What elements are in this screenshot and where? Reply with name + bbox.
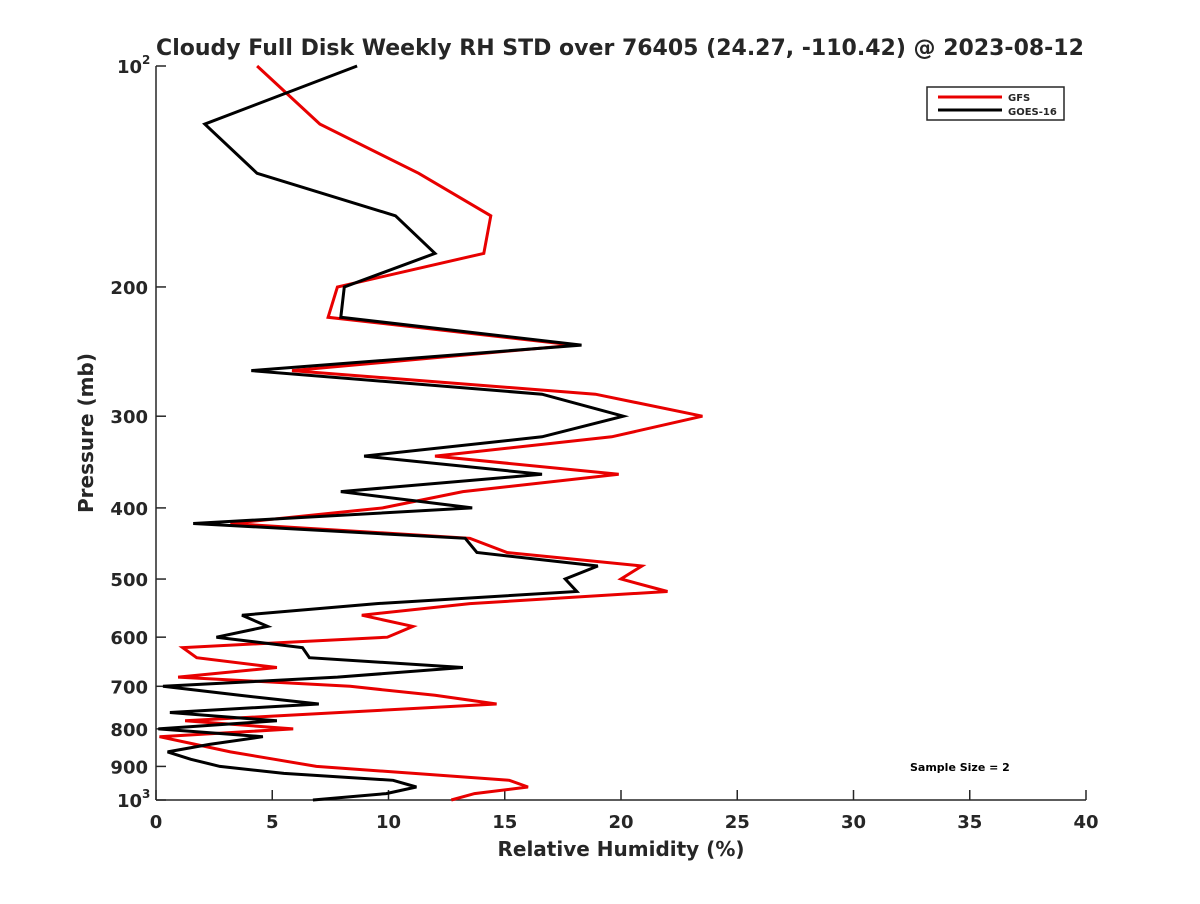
series-line-gfs <box>159 64 703 802</box>
sample-size-annotation: Sample Size = 2 <box>910 761 1010 774</box>
y-tick-label: 900 <box>110 757 148 778</box>
y-tick-label: 600 <box>110 628 148 649</box>
legend: GFS GOES-16 <box>926 86 1065 121</box>
x-tick-label: 40 <box>1073 812 1098 833</box>
y-tick-exponent: 3 <box>142 787 150 801</box>
y-tick-label: 400 <box>110 499 148 520</box>
y-tick-label: 800 <box>110 720 148 741</box>
x-axis-label: Relative Humidity (%) <box>497 837 744 861</box>
x-tick-label: 25 <box>725 812 750 833</box>
x-tick-label: 5 <box>266 812 279 833</box>
x-tick-label: 30 <box>841 812 866 833</box>
y-tick-exponent: 2 <box>142 53 150 67</box>
x-tick-label: 20 <box>608 812 633 833</box>
x-tick-label: 0 <box>150 812 163 833</box>
x-tick-label: 15 <box>492 812 517 833</box>
series-lines <box>158 64 703 802</box>
x-tick-label: 35 <box>957 812 982 833</box>
legend-box <box>926 86 1065 121</box>
legend-label-gfs: GFS <box>1008 93 1030 104</box>
chart-title: Cloudy Full Disk Weekly RH STD over 7640… <box>156 36 1084 61</box>
series-line-goes16 <box>158 64 630 802</box>
y-tick-label: 10 <box>117 57 142 78</box>
y-tick-label: 10 <box>117 791 142 812</box>
y-tick-label: 200 <box>110 278 148 299</box>
y-tick-label: 500 <box>110 570 148 591</box>
y-tick-label: 300 <box>110 407 148 428</box>
x-tick-label: 10 <box>376 812 401 833</box>
y-axis-label: Pressure (mb) <box>74 353 98 513</box>
y-tick-label: 700 <box>110 677 148 698</box>
legend-label-goes16: GOES-16 <box>1008 107 1057 118</box>
